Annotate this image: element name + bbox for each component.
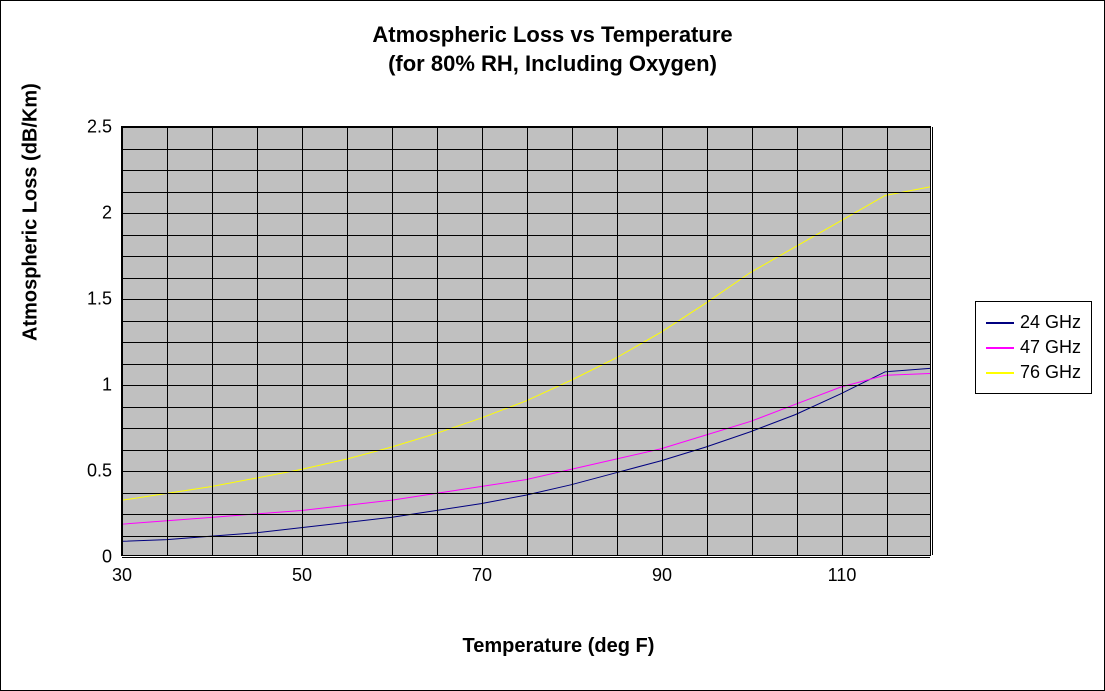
plot-area: 3050709011000.511.522.5 [121,126,931,556]
gridline-horizontal [122,321,930,322]
legend: 24 GHz 47 GHz 76 GHz [975,301,1092,394]
gridline-vertical [932,127,933,555]
y-axis-label: Atmospheric Loss (dB/Km) [20,83,43,341]
x-tick-label: 110 [828,565,857,586]
gridline-horizontal [122,364,930,365]
x-tick-label: 50 [292,565,312,586]
x-axis-label: Temperature (deg F) [463,635,655,658]
gridline-horizontal [122,342,930,343]
gridline-horizontal [122,407,930,408]
chart-title-line1: Atmospheric Loss vs Temperature [372,22,732,47]
gridline-horizontal [122,514,930,515]
y-tick-label: 0 [102,547,112,568]
gridline-horizontal [122,127,930,128]
legend-swatch [986,322,1014,324]
gridline-horizontal [122,192,930,193]
y-tick-label: 0.5 [87,461,112,482]
gridline-horizontal [122,557,930,558]
legend-label: 47 GHz [1020,337,1081,358]
legend-label: 76 GHz [1020,362,1081,383]
chart-title-line2: (for 80% RH, Including Oxygen) [388,51,717,76]
chart-title: Atmospheric Loss vs Temperature (for 80%… [1,1,1104,78]
legend-label: 24 GHz [1020,312,1081,333]
gridline-horizontal [122,536,930,537]
y-tick-label: 1.5 [87,289,112,310]
y-tick-label: 2 [102,203,112,224]
gridline-horizontal [122,278,930,279]
legend-item: 47 GHz [986,337,1081,358]
gridline-horizontal [122,493,930,494]
gridline-horizontal [122,299,930,300]
legend-item: 24 GHz [986,312,1081,333]
legend-item: 76 GHz [986,362,1081,383]
gridline-horizontal [122,213,930,214]
gridline-horizontal [122,149,930,150]
legend-swatch [986,372,1014,374]
y-tick-label: 1 [102,375,112,396]
legend-swatch [986,347,1014,349]
gridline-horizontal [122,450,930,451]
x-tick-label: 70 [472,565,492,586]
plot-wrapper: 3050709011000.511.522.5 [121,126,931,556]
x-tick-label: 30 [112,565,132,586]
gridline-horizontal [122,428,930,429]
y-tick-label: 2.5 [87,117,112,138]
gridline-horizontal [122,170,930,171]
gridline-horizontal [122,235,930,236]
chart-container: Atmospheric Loss vs Temperature (for 80%… [0,0,1105,691]
gridline-horizontal [122,256,930,257]
gridline-horizontal [122,385,930,386]
x-tick-label: 90 [652,565,672,586]
gridline-horizontal [122,471,930,472]
